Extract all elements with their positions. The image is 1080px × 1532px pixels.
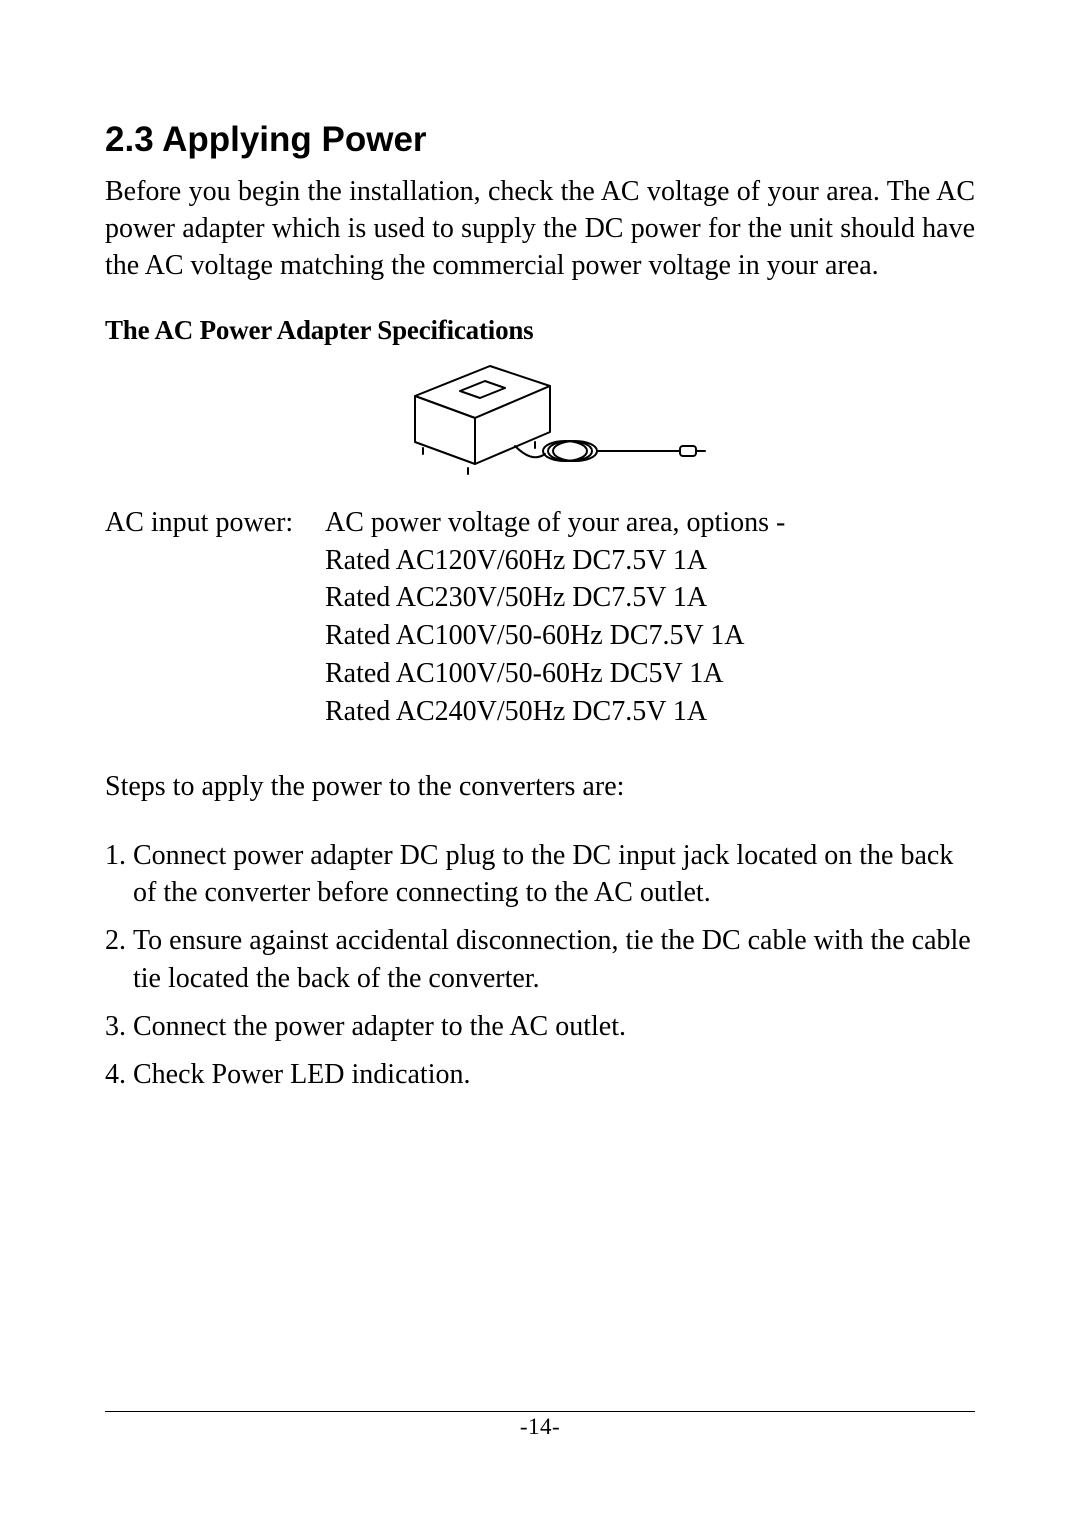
page-footer: -14- xyxy=(105,1411,975,1440)
step-number: 3. xyxy=(105,1008,133,1046)
spec-option: Rated AC100V/50-60Hz DC5V 1A xyxy=(325,655,975,693)
power-adapter-icon xyxy=(365,356,715,486)
list-item: 2. To ensure against accidental disconne… xyxy=(105,922,975,998)
spec-option: Rated AC120V/60Hz DC7.5V 1A xyxy=(325,542,975,580)
step-number: 1. xyxy=(105,837,133,913)
step-number: 4. xyxy=(105,1056,133,1094)
spec-label: AC input power: xyxy=(105,504,325,731)
step-text: To ensure against accidental disconnecti… xyxy=(133,922,975,998)
spec-option: Rated AC100V/50-60Hz DC7.5V 1A xyxy=(325,617,975,655)
list-item: 3. Connect the power adapter to the AC o… xyxy=(105,1008,975,1046)
page-number: -14- xyxy=(520,1414,560,1439)
spec-option: Rated AC230V/50Hz DC7.5V 1A xyxy=(325,579,975,617)
steps-intro: Steps to apply the power to the converte… xyxy=(105,771,975,803)
step-text: Check Power LED indication. xyxy=(133,1056,975,1094)
footer-rule xyxy=(105,1411,975,1412)
list-item: 4. Check Power LED indication. xyxy=(105,1056,975,1094)
step-text: Connect power adapter DC plug to the DC … xyxy=(133,837,975,913)
spec-option: Rated AC240V/50Hz DC7.5V 1A xyxy=(325,693,975,731)
spec-lead: AC power voltage of your area, options - xyxy=(325,504,975,542)
step-text: Connect the power adapter to the AC outl… xyxy=(133,1008,975,1046)
step-list: 1. Connect power adapter DC plug to the … xyxy=(105,837,975,1094)
spec-row: AC input power: AC power voltage of your… xyxy=(105,504,975,731)
power-adapter-figure xyxy=(105,356,975,486)
step-number: 2. xyxy=(105,922,133,998)
list-item: 1. Connect power adapter DC plug to the … xyxy=(105,837,975,913)
intro-paragraph: Before you begin the installation, check… xyxy=(105,174,975,285)
section-heading: 2.3 Applying Power xyxy=(105,120,975,160)
spec-values: AC power voltage of your area, options -… xyxy=(325,504,975,731)
spec-subheading: The AC Power Adapter Specifications xyxy=(105,315,975,346)
